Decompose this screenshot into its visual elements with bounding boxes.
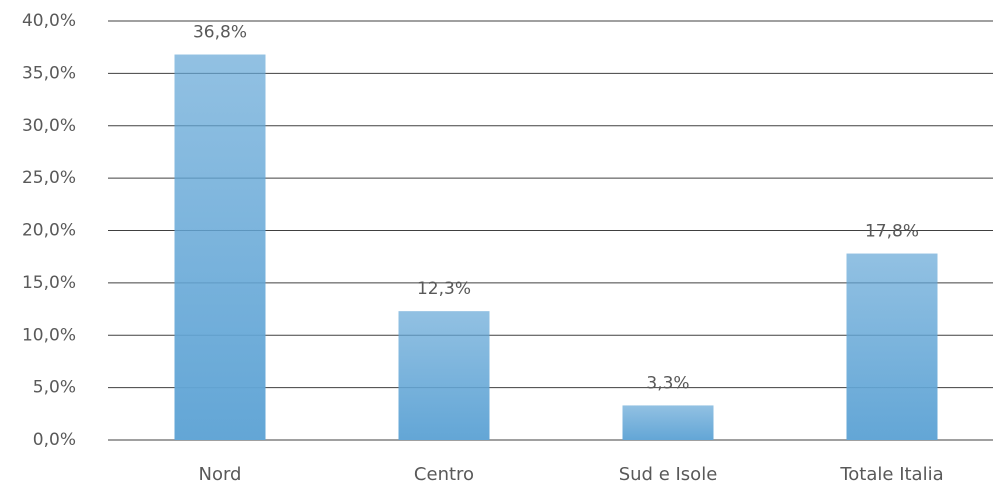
x-tick-label: Sud e Isole (619, 464, 718, 485)
y-tick-label: 15,0% (22, 273, 76, 293)
y-tick-label: 0,0% (33, 430, 76, 450)
x-tick-label: Totale Italia (839, 464, 943, 485)
y-tick-label: 10,0% (22, 325, 76, 345)
y-tick-label: 20,0% (22, 221, 76, 241)
data-label: 36,8% (193, 23, 247, 43)
bar (174, 54, 266, 441)
bar (622, 405, 714, 440)
y-tick-label: 30,0% (22, 116, 76, 136)
y-tick-label: 40,0% (22, 11, 76, 31)
x-tick-label: Nord (199, 464, 242, 485)
bar (846, 253, 938, 440)
y-tick-label: 35,0% (22, 63, 76, 83)
y-tick-label: 25,0% (22, 168, 76, 188)
data-label: 3,3% (646, 373, 689, 393)
bar (398, 311, 490, 440)
data-label: 17,8% (865, 222, 919, 242)
x-tick-label: Centro (414, 464, 474, 485)
y-tick-label: 5,0% (33, 378, 76, 398)
data-label: 12,3% (417, 279, 471, 299)
